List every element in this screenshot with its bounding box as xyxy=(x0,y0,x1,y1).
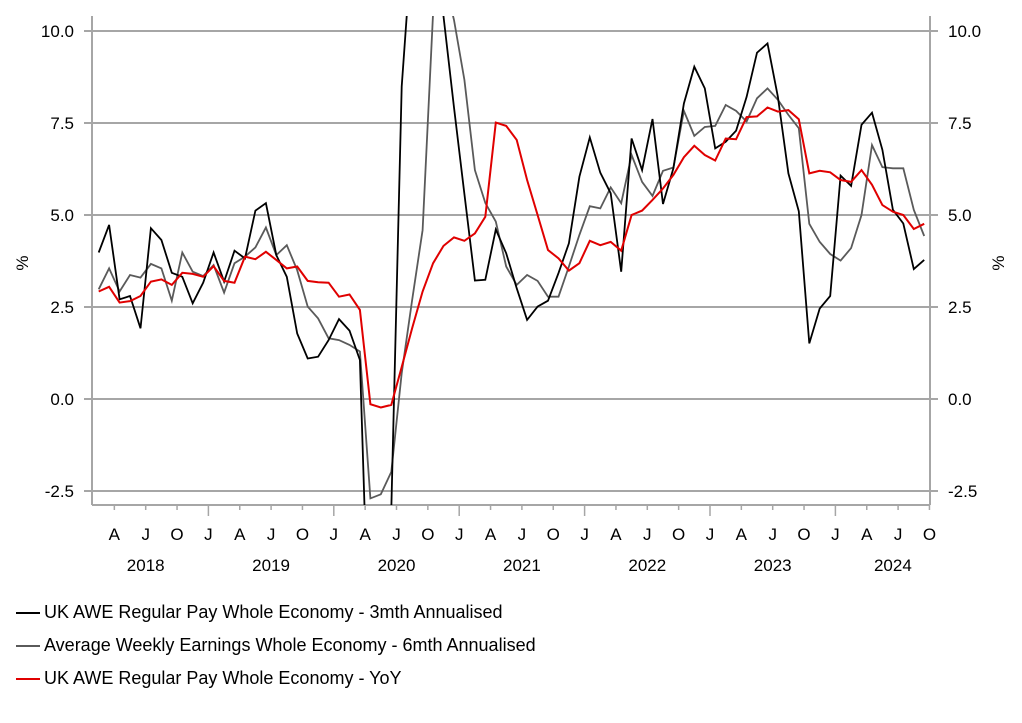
x-quarter-label: A xyxy=(234,525,246,544)
x-quarter-label: O xyxy=(547,525,560,544)
x-quarter-label: J xyxy=(204,525,213,544)
y-tick-label-left: 7.5 xyxy=(50,114,74,133)
series-line-6mth xyxy=(97,16,926,500)
series-lines xyxy=(97,16,926,505)
x-quarter-label: J xyxy=(455,525,464,544)
x-quarter-label: O xyxy=(672,525,685,544)
y-tick-label-right: 2.5 xyxy=(948,298,972,317)
x-quarter-label: O xyxy=(170,525,183,544)
y-tick-label-left: -2.5 xyxy=(45,482,74,501)
x-quarter-label: A xyxy=(610,525,622,544)
x-quarter-label: O xyxy=(421,525,434,544)
legend-item-yoy: UK AWE Regular Pay Whole Economy - YoY xyxy=(16,662,536,695)
legend-swatch-gray xyxy=(16,644,40,647)
legend-item-6mth: Average Weekly Earnings Whole Economy - … xyxy=(16,629,536,662)
x-year-label: 2024 xyxy=(874,556,912,575)
x-year-label: 2022 xyxy=(628,556,666,575)
y-tick-label-right: 7.5 xyxy=(948,114,972,133)
x-year-label: 2018 xyxy=(127,556,165,575)
y-axis-right: 10.0 7.5 5.0 2.5 0.0 -2.5 xyxy=(948,22,981,501)
x-quarter-label: J xyxy=(392,525,401,544)
x-quarter-label: J xyxy=(141,525,150,544)
x-quarter-label: O xyxy=(296,525,309,544)
axes xyxy=(91,16,931,506)
x-quarter-label: J xyxy=(894,525,903,544)
y-tick-label-left: 5.0 xyxy=(50,206,74,225)
legend-item-3mth: UK AWE Regular Pay Whole Economy - 3mth … xyxy=(16,596,536,629)
legend: UK AWE Regular Pay Whole Economy - 3mth … xyxy=(16,596,536,695)
y-tick-label-left: 0.0 xyxy=(50,390,74,409)
y-axis-label-right: % xyxy=(989,255,1008,270)
x-axis: A J O J A J O J A J O J A J O J A J O J A J O J A J O 2018 2019 2020 2… xyxy=(109,505,936,575)
x-quarter-label: A xyxy=(736,525,748,544)
series-line-3mth xyxy=(97,16,925,505)
x-quarter-label: J xyxy=(518,525,527,544)
y-tick-label-right: 10.0 xyxy=(948,22,981,41)
x-quarter-label: J xyxy=(831,525,840,544)
x-year-label: 2020 xyxy=(378,556,416,575)
x-quarter-label: J xyxy=(580,525,589,544)
series-line-yoy xyxy=(98,106,925,409)
x-quarter-label: A xyxy=(109,525,121,544)
x-quarter-label: A xyxy=(359,525,371,544)
x-year-label: 2019 xyxy=(252,556,290,575)
y-tick-label-right: 0.0 xyxy=(948,390,972,409)
gridlines xyxy=(84,30,938,492)
x-quarter-label: A xyxy=(861,525,873,544)
y-tick-label-left: 10.0 xyxy=(41,22,74,41)
x-quarter-label: J xyxy=(706,525,715,544)
legend-label: Average Weekly Earnings Whole Economy - … xyxy=(44,635,536,655)
legend-swatch-black xyxy=(16,611,40,614)
x-year-label: 2023 xyxy=(754,556,792,575)
y-tick-label-left: 2.5 xyxy=(50,298,74,317)
x-quarter-label: O xyxy=(923,525,936,544)
awe-wage-growth-chart: 10.0 7.5 5.0 2.5 0.0 -2.5 10.0 7.5 5.0 2.5 0.0 -2.… xyxy=(13,16,1008,575)
y-tick-label-right: -2.5 xyxy=(948,482,977,501)
legend-swatch-red xyxy=(16,677,40,680)
legend-label: UK AWE Regular Pay Whole Economy - YoY xyxy=(44,668,402,688)
x-year-label: 2021 xyxy=(503,556,541,575)
x-quarter-label: J xyxy=(768,525,777,544)
x-quarter-label: J xyxy=(330,525,339,544)
x-quarter-label: J xyxy=(267,525,276,544)
x-quarter-label: A xyxy=(485,525,497,544)
y-axis-label-left: % xyxy=(13,255,32,270)
x-quarter-label: J xyxy=(643,525,652,544)
x-quarter-label: O xyxy=(797,525,810,544)
y-axis-left: 10.0 7.5 5.0 2.5 0.0 -2.5 xyxy=(41,22,74,501)
y-tick-label-right: 5.0 xyxy=(948,206,972,225)
legend-label: UK AWE Regular Pay Whole Economy - 3mth … xyxy=(44,602,503,622)
